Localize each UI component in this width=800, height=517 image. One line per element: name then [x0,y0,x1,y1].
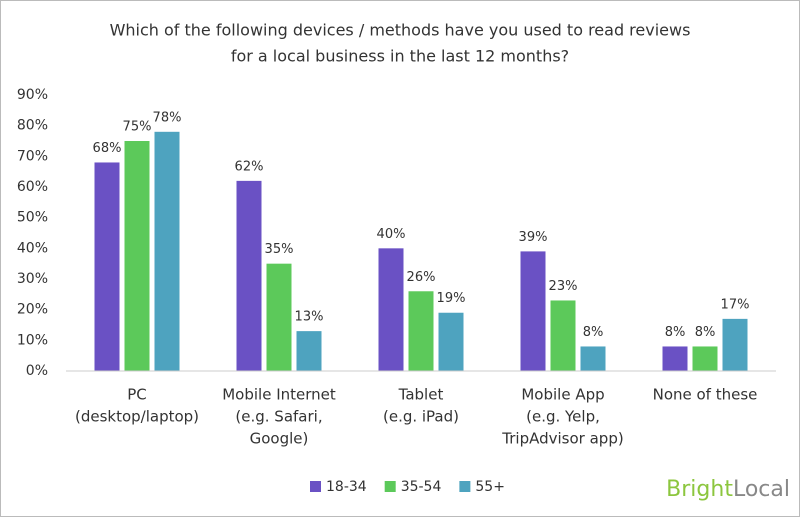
y-tick-label: 30% [17,271,48,287]
value-label: 26% [407,270,436,285]
value-label: 8% [695,325,716,340]
bar [124,141,150,371]
bar [438,312,464,371]
legend-swatch [310,481,321,492]
bar [154,131,180,371]
bar [550,300,576,371]
x-tick-label: Mobile Internet [222,386,336,404]
bar [408,291,434,371]
x-tick-label: (e.g. iPad) [383,408,459,426]
bar [296,331,322,371]
value-label: 19% [437,291,466,306]
logo: BrightLocal [666,477,790,502]
x-tick-label: Google) [250,430,309,448]
value-label: 68% [93,141,122,156]
value-label: 39% [519,230,548,245]
value-label: 62% [235,159,264,174]
value-label: 8% [665,325,686,340]
value-label: 8% [583,325,604,340]
legend-swatch [459,481,471,492]
x-tick-label: None of these [653,386,758,404]
bar [692,346,718,371]
bar [378,248,404,371]
legend-label: 55+ [475,479,505,495]
y-tick-label: 60% [17,179,48,195]
value-label: 75% [123,120,152,135]
bar [94,162,120,371]
y-tick-label: 10% [17,332,48,348]
y-tick-label: 50% [17,210,48,226]
x-tick-label: (e.g. Safari, [235,408,322,426]
chart-title: Which of the following devices / methods… [110,21,691,40]
value-label: 17% [721,297,750,312]
bar [520,251,546,371]
value-label: 35% [265,242,294,257]
y-tick-label: 0% [26,363,48,379]
chart-title: for a local business in the last 12 mont… [231,47,569,66]
value-label: 40% [377,227,406,242]
value-label: 13% [295,310,324,325]
y-tick-label: 80% [17,118,48,134]
logo-part: Bright [666,477,733,502]
x-tick-label: TripAdvisor app) [501,430,623,448]
bar [266,263,292,371]
bar [662,346,688,371]
legend-swatch [384,481,396,492]
x-tick-label: PC [127,386,147,404]
value-label: 23% [549,279,578,294]
x-tick-label: Mobile App [521,386,604,404]
bar [722,318,748,371]
y-tick-label: 90% [17,87,48,103]
y-tick-label: 40% [17,240,48,256]
x-tick-label: Tablet [398,386,444,404]
x-tick-label: (e.g. Yelp, [526,408,600,426]
legend-label: 35-54 [401,479,442,495]
bar [580,346,606,371]
x-tick-label: (desktop/laptop) [75,408,199,426]
value-label: 78% [153,110,182,125]
bar [236,180,262,371]
y-tick-label: 20% [17,302,48,318]
y-tick-label: 70% [17,148,48,164]
logo-part: Local [733,477,790,502]
legend-label: 18-34 [326,479,367,495]
